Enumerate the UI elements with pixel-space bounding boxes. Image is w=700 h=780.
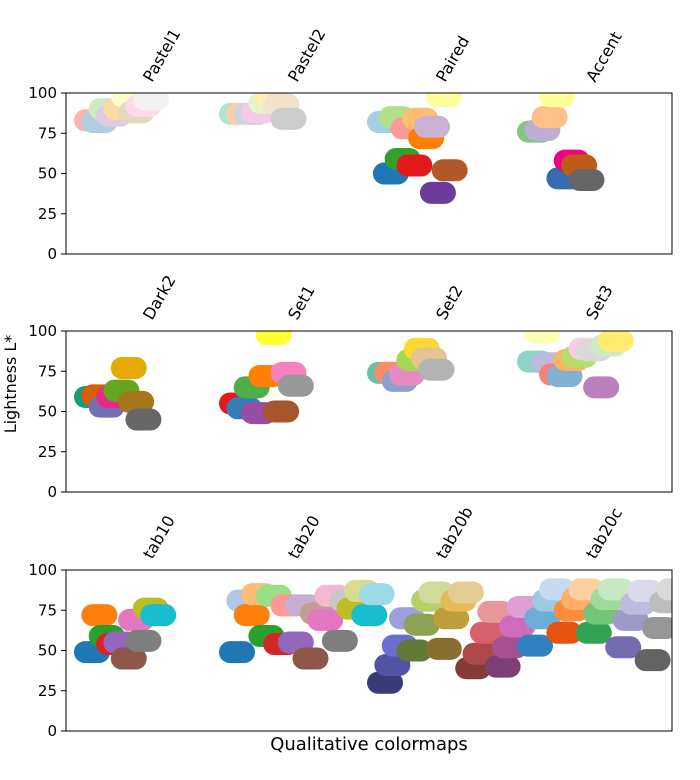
colormap-label: tab10: [139, 512, 179, 562]
y-tick-label: 50: [38, 403, 57, 421]
colormap-Set2: [367, 337, 455, 392]
colormap-label: Set1: [284, 282, 319, 323]
colormap-tab20b: [367, 581, 543, 694]
colormap-label: Paired: [432, 33, 473, 85]
y-tick-label: 50: [38, 642, 57, 660]
colormap-label: tab20c: [582, 505, 626, 562]
colormap-tab10: [74, 597, 177, 670]
colormap-label: tab20: [284, 512, 324, 562]
y-tick-label: 0: [47, 722, 57, 740]
y-axis-title: Lightness L*: [1, 335, 20, 434]
colormap-label: tab20b: [432, 503, 477, 562]
x-axis-title: Qualitative colormaps: [270, 734, 468, 755]
y-tick-label: 25: [38, 682, 57, 700]
colormap-label: Pastel1: [139, 25, 184, 85]
colormap-tab20c: [517, 578, 672, 672]
y-tick-label: 100: [28, 322, 57, 340]
colormap-Set1: [219, 331, 314, 425]
y-tick-label: 25: [38, 443, 57, 461]
panel-2-points: [74, 331, 634, 431]
colormap-Paired: [367, 93, 468, 204]
y-tick-label: 50: [38, 165, 57, 183]
y-tick-label: 100: [28, 561, 57, 579]
panel-1-points: [74, 93, 605, 204]
colormap-Set3: [517, 331, 634, 399]
colormap-tab20: [219, 579, 395, 670]
panel-1: Pastel1 Pastel2 Paired Accent 0 25 50 75 100: [28, 25, 673, 263]
colormap-label: Accent: [582, 28, 626, 85]
panel-3: tab10 tab20 tab20b tab20c 0 25 50 75 100: [28, 503, 673, 740]
panel-2: Dark2 Set1 Set2 Set3 0 25 50 75 100: [28, 272, 673, 501]
y-tick-label: 75: [38, 601, 57, 619]
colormap-label: Dark2: [139, 272, 180, 323]
y-tick-label: 0: [47, 483, 57, 501]
colormap-label: Set3: [582, 282, 617, 323]
y-tick-label: 0: [47, 245, 57, 263]
colormap-label: Pastel2: [284, 25, 329, 85]
y-tick-label: 25: [38, 205, 57, 223]
colormap-Pastel1: [74, 93, 169, 133]
colormap-label: Set2: [432, 282, 467, 323]
y-tick-label: 75: [38, 124, 57, 142]
y-tick-label: 100: [28, 84, 57, 102]
panel-3-points: [74, 578, 672, 694]
colormap-Accent: [517, 93, 605, 191]
colormap-Dark2: [74, 357, 162, 431]
colormap-Pastel2: [219, 93, 307, 130]
y-tick-label: 75: [38, 362, 57, 380]
